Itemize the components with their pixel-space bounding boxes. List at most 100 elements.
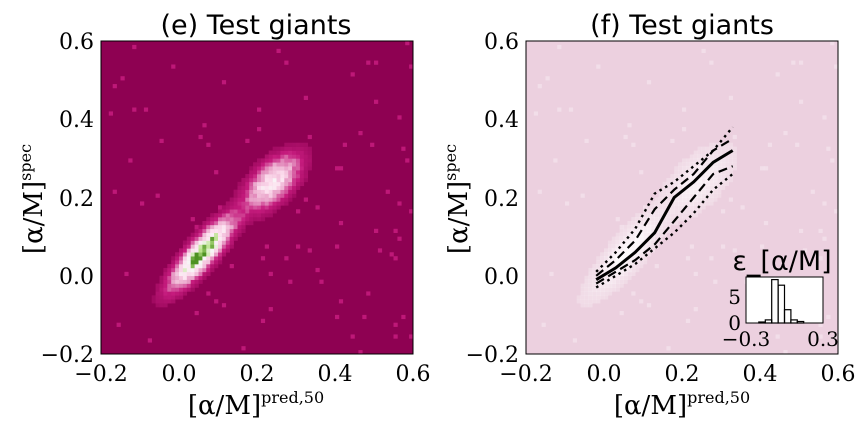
heatmap-cell [635,244,640,249]
heatmap-cell [249,209,254,214]
heatmap-cell [171,267,176,273]
heatmap-cell [335,166,340,171]
heatmap-cell [338,166,344,171]
heatmap-cell [701,150,706,155]
heatmap-cell [229,213,234,218]
heatmap-cell [284,177,289,183]
heatmap-cell [627,275,632,280]
heatmap-cell [206,232,211,237]
heatmap-cell [689,201,694,206]
heatmap-cell [705,174,710,179]
heatmap-cell [713,142,718,147]
heatmap-cell [643,232,648,237]
heatmap-cell [697,162,702,167]
heatmap-cell [822,115,827,120]
heatmap-cell [674,201,679,206]
heatmap-cell [639,217,644,222]
heatmap-cell [405,41,410,46]
heatmap-cell [163,303,168,308]
heatmap-cell [260,318,266,323]
heatmap-cell [315,267,320,273]
heatmap-cell [245,193,250,198]
heatmap-cell [674,166,679,171]
heatmap-cell [253,170,258,175]
heatmap-cell [276,48,281,54]
heatmap-cell [280,189,285,194]
heatmap-cell [171,264,176,269]
heatmap-cell [584,275,589,280]
heatmap-cell [182,256,188,261]
heatmap-cell [171,299,176,304]
heatmap-cell [292,177,297,183]
heatmap-cell [194,256,199,261]
panel-f-frame [525,40,839,355]
heatmap-cell [229,201,234,206]
heatmap-cell [666,201,671,206]
heatmap-cell [763,166,769,171]
heatmap-cell [728,197,733,202]
heatmap-cell [276,154,281,159]
heatmap-cell [666,177,671,183]
heatmap-cell [697,201,702,206]
heatmap-cell [670,213,675,218]
heatmap-cell [682,158,687,163]
heatmap-cell [194,236,199,241]
heatmap-cell [701,189,706,194]
heatmap-cell [627,220,632,226]
heatmap-cell [284,158,289,163]
heatmap-cell [233,205,238,210]
heatmap-cell [264,209,269,214]
heatmap-cell [221,220,227,226]
heatmap-cell [397,236,402,241]
inset-bar [783,309,792,324]
heatmap-cell [175,252,180,257]
heatmap-cell [728,166,733,171]
heatmap-cell [214,248,219,253]
heatmap-cell [257,162,262,167]
heatmap-cell [670,138,675,144]
heatmap-cell [155,291,160,296]
heatmap-cell [682,166,687,171]
heatmap-cell [611,244,616,249]
heatmap-cell [206,228,211,234]
heatmap-cell [260,197,266,202]
heatmap-cell [194,224,199,230]
heatmap-cell [682,217,687,222]
heatmap-cell [194,271,199,277]
heatmap-cell [623,134,628,140]
heatmap-cell [186,260,191,265]
heatmap-cell [592,287,597,292]
heatmap-cell [697,158,702,163]
heatmap-cell [697,209,702,214]
heatmap-cell [292,185,297,190]
heatmap-cell [611,283,616,288]
heatmap-cell [237,213,242,218]
heatmap-cell [709,154,714,159]
heatmap-cell [202,256,207,261]
heatmap-cell [253,197,258,202]
heatmap-cell [654,220,659,226]
heatmap-cell [175,256,180,261]
heatmap-cell [401,314,406,320]
panel-e-xtick: 0.0 [162,362,197,387]
heatmap-cell [303,154,308,159]
heatmap-cell [284,170,289,175]
heatmap-cell [299,170,305,175]
heatmap-cell [627,267,632,273]
heatmap-cell [194,244,199,249]
heatmap-cell [179,248,184,253]
heatmap-cell [260,166,266,171]
heatmap-cell [674,197,679,202]
heatmap-cell [409,64,414,69]
heatmap-cell [592,299,597,304]
heatmap-cell [190,236,195,241]
heatmap-cell [190,279,195,284]
panel-f-xlabel-sup: pred,50 [687,388,750,407]
heatmap-cell [670,193,675,198]
heatmap-cell [740,267,745,273]
heatmap-cell [650,248,655,253]
heatmap-cell [635,228,640,234]
heatmap-cell [288,150,293,155]
heatmap-cell [264,154,269,159]
heatmap-cell [600,291,605,296]
